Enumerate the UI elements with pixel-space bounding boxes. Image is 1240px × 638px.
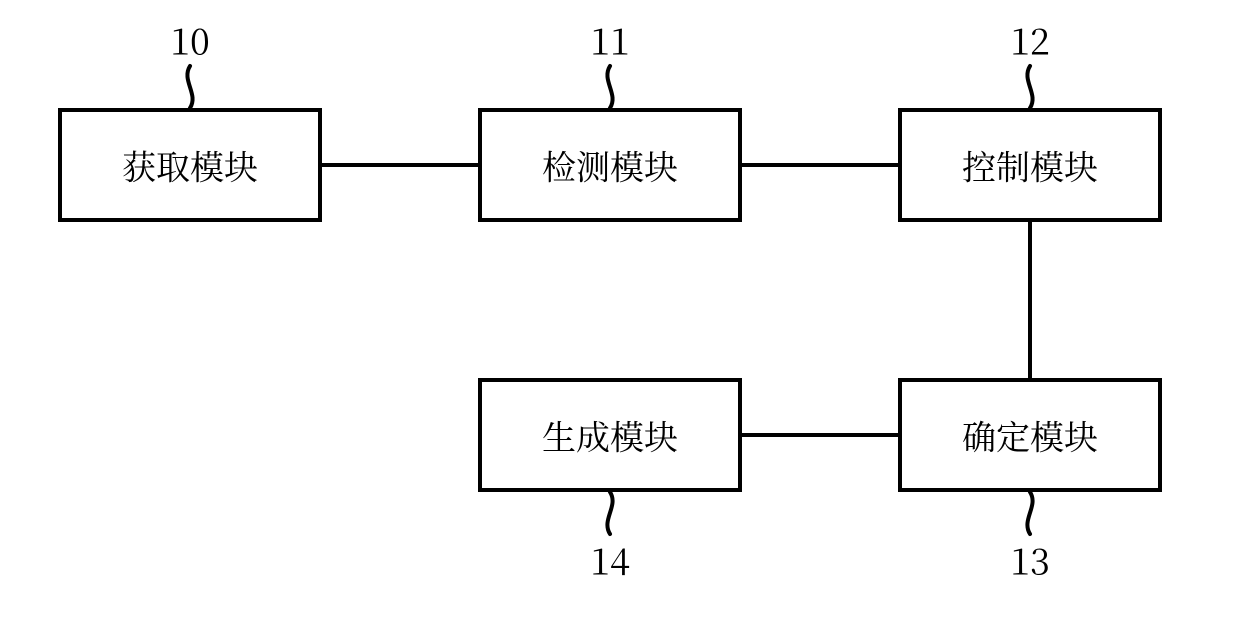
block-control: 控制模块 12: [900, 15, 1160, 221]
block-detect-label: 检测模块: [542, 141, 678, 190]
block-acquire: 获取模块 10: [60, 15, 320, 221]
block-control-label: 控制模块: [962, 141, 1098, 190]
block-acquire-ref: 10: [170, 15, 210, 66]
block-acquire-label: 获取模块: [122, 141, 258, 190]
block-generate-ref: 14: [590, 535, 630, 586]
block-detect-lead: [607, 66, 612, 108]
block-generate-label: 生成模块: [542, 411, 678, 460]
diagram-canvas: 获取模块 10 检测模块 11 控制模块 12 生成模块 14 确定模块 13: [0, 0, 1240, 638]
block-control-ref: 12: [1010, 15, 1050, 66]
block-generate-lead: [607, 492, 612, 534]
block-detect-ref: 11: [590, 15, 630, 66]
block-determine-ref: 13: [1010, 535, 1050, 586]
block-detect: 检测模块 11: [480, 15, 740, 221]
block-determine: 确定模块 13: [900, 380, 1160, 586]
block-determine-lead: [1027, 492, 1032, 534]
block-determine-label: 确定模块: [962, 411, 1098, 460]
block-acquire-lead: [187, 66, 192, 108]
block-control-lead: [1027, 66, 1032, 108]
block-generate: 生成模块 14: [480, 380, 740, 586]
